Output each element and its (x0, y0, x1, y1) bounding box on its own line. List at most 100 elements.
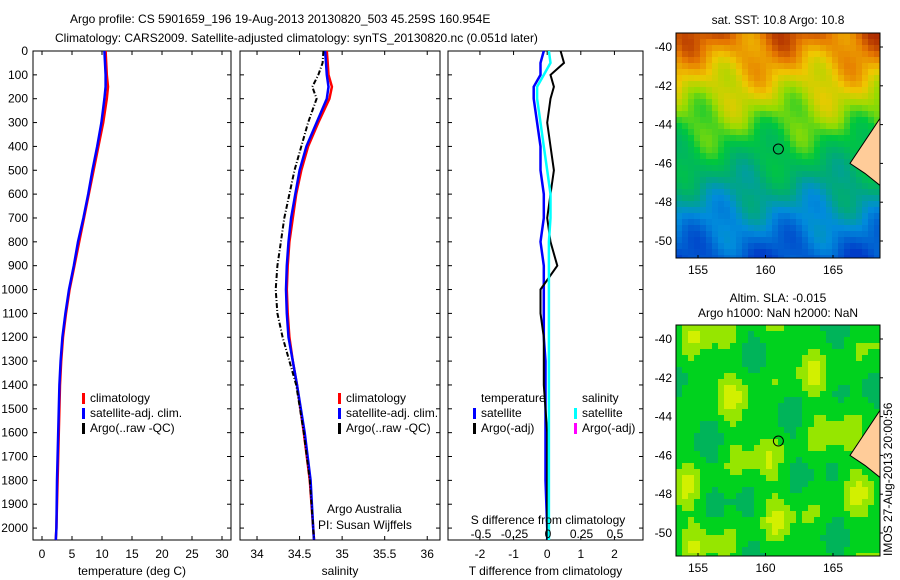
map-cell (826, 159, 832, 165)
map-cell (790, 213, 796, 219)
map-cell (826, 165, 832, 171)
map-cell (808, 105, 814, 111)
y-tick-label: 500 (8, 163, 28, 177)
map-cell (676, 87, 682, 93)
map-cell (772, 225, 778, 231)
map-cell (718, 451, 724, 457)
map-cell (688, 225, 694, 231)
map-cell (754, 337, 760, 343)
map-cell (760, 343, 766, 349)
map-cell (778, 111, 784, 117)
map-cell (850, 439, 856, 445)
map-cell (742, 517, 748, 523)
map-cell (700, 391, 706, 397)
map-cell (868, 403, 874, 409)
map-cell (736, 183, 742, 189)
map-cell (760, 177, 766, 183)
map-cell (862, 379, 868, 385)
map-cell (736, 493, 742, 499)
map-cell (724, 409, 730, 415)
map-cell (850, 219, 856, 225)
map-cell (736, 553, 742, 556)
map-cell (700, 343, 706, 349)
map-cell (730, 63, 736, 69)
map-cell (790, 183, 796, 189)
map-cell (736, 361, 742, 367)
map-cell (850, 367, 856, 373)
map-cell (736, 481, 742, 487)
map-cell (874, 99, 880, 105)
map-cell (754, 99, 760, 105)
lat-tick-label: -44 (655, 118, 673, 132)
map-cell (694, 255, 700, 258)
map-cell (862, 421, 868, 427)
legend-label: Argo(-adj) (582, 421, 635, 435)
map-cell (724, 451, 730, 457)
map-cell (862, 493, 868, 499)
map-cell (862, 547, 868, 553)
map-cell (832, 249, 838, 255)
map-cell (724, 111, 730, 117)
map-cell (694, 93, 700, 99)
map-cell (820, 159, 826, 165)
map-cell (742, 373, 748, 379)
map-cell (868, 207, 874, 213)
map-cell (694, 153, 700, 159)
map-cell (724, 541, 730, 547)
map-cell (838, 165, 844, 171)
map-cell (790, 457, 796, 463)
map-cell (850, 325, 856, 331)
map-cell (700, 397, 706, 403)
map-cell (826, 183, 832, 189)
map-cell (712, 427, 718, 433)
map-cell (856, 493, 862, 499)
map-cell (724, 33, 730, 39)
map-cell (700, 201, 706, 207)
map-cell (748, 409, 754, 415)
map-cell (730, 195, 736, 201)
map-cell (766, 147, 772, 153)
map-cell (694, 51, 700, 57)
map-cell (808, 147, 814, 153)
map-cell (820, 535, 826, 541)
map-cell (772, 517, 778, 523)
map-cell (742, 457, 748, 463)
map-cell (706, 331, 712, 337)
map-cell (712, 243, 718, 249)
map-cell (712, 75, 718, 81)
map-cell (802, 39, 808, 45)
map-cell (856, 367, 862, 373)
map-cell (826, 355, 832, 361)
map-cell (772, 367, 778, 373)
map-cell (856, 237, 862, 243)
map-cell (712, 481, 718, 487)
map-cell (856, 51, 862, 57)
map-cell (844, 171, 850, 177)
map-cell (712, 391, 718, 397)
map-cell (856, 225, 862, 231)
map-cell (838, 207, 844, 213)
map-cell (796, 195, 802, 201)
map-cell (754, 255, 760, 258)
map-cell (814, 57, 820, 63)
map-cell (760, 553, 766, 556)
map-cell (676, 225, 682, 231)
map-cell (694, 117, 700, 123)
map-cell (802, 481, 808, 487)
map-cell (718, 135, 724, 141)
lat-tick-label: -50 (655, 526, 673, 540)
map-cell (772, 219, 778, 225)
map-cell (694, 355, 700, 361)
map-cell (718, 243, 724, 249)
map-cell (694, 451, 700, 457)
map-cell (826, 93, 832, 99)
map-cell (802, 547, 808, 553)
map-cell (706, 195, 712, 201)
map-cell (742, 499, 748, 505)
map-cell (820, 349, 826, 355)
map-cell (856, 553, 862, 556)
map-cell (772, 421, 778, 427)
map-cell (700, 415, 706, 421)
map-cell (772, 39, 778, 45)
